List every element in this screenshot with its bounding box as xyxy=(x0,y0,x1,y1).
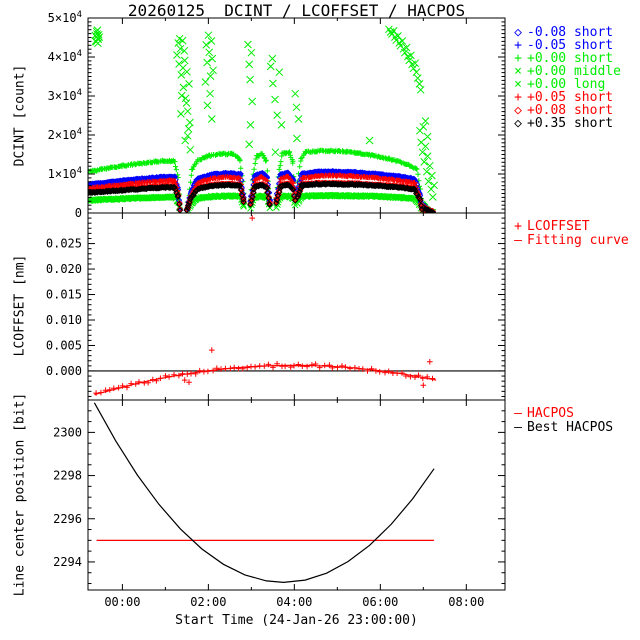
x-tick-label: 08:00 xyxy=(448,595,484,609)
x-tick-label: 02:00 xyxy=(190,595,226,609)
y-tick-label: 2×104 xyxy=(48,127,82,142)
plus-icon: + xyxy=(514,90,522,105)
legend-label: +0.35 short xyxy=(527,116,614,131)
y-tick-label: 0 xyxy=(75,206,82,220)
dcint-axes: 0 1×104 2×104 3×104 4×104 5×104 xyxy=(48,10,506,220)
diamond-icon: ◇ xyxy=(514,116,522,131)
dcint-legend: ◇ -0.08 short + -0.05 short + +0.00 shor… xyxy=(509,26,621,130)
series-best-hacpos xyxy=(93,402,435,584)
lcoffset-legend: + LCOFFSET — Fitting curve xyxy=(509,219,629,247)
diamond-icon: ◇ xyxy=(514,25,522,40)
figure-title: 20260125 DCINT / LCOFFSET / HACPOS xyxy=(127,1,466,20)
series-lcoffset xyxy=(93,215,436,396)
legend-label: Best HACPOS xyxy=(527,419,614,435)
lcoffset-axes: 0.000 0.005 0.010 0.015 0.020 0.025 xyxy=(46,212,506,401)
y-tick-label: 0.020 xyxy=(46,262,82,276)
y-tick-label: 1×104 xyxy=(48,166,82,181)
legend-label: LCOFFSET xyxy=(527,218,590,234)
lcoffset-plot-area xyxy=(88,215,505,396)
legend-label: +0.00 long xyxy=(527,77,606,92)
legend-item: × +0.00 long xyxy=(509,78,621,91)
legend-item: × +0.00 middle xyxy=(509,65,621,78)
legend-item: — HACPOS xyxy=(509,406,613,420)
legend-label: -0.05 short xyxy=(527,38,614,53)
y-tick-label: 0.000 xyxy=(46,364,82,378)
series-0-00-long xyxy=(91,25,438,201)
y-tick-label: 4×104 xyxy=(48,49,82,64)
cross-icon: × xyxy=(514,64,522,79)
series-fitting-curve xyxy=(94,364,437,396)
plus-icon: + xyxy=(514,51,522,66)
series-0-05-short xyxy=(88,172,432,213)
y-tick-label: 5×104 xyxy=(48,10,82,25)
legend-item: ◇ +0.08 short xyxy=(509,104,621,117)
legend-item: ◇ -0.08 short xyxy=(509,26,621,39)
y-tick-label: 0.010 xyxy=(46,313,82,327)
line-icon: — xyxy=(514,232,522,248)
legend-label: +0.00 middle xyxy=(527,64,621,79)
cross-icon: × xyxy=(514,77,522,92)
legend-label: +0.05 short xyxy=(527,90,614,105)
y-tick-label: 0.005 xyxy=(46,338,82,352)
y-tick-label: 2300 xyxy=(53,425,82,439)
y-tick-label: 0.025 xyxy=(46,237,82,251)
lcoffset-axis-title: LCOFFSET [nm] xyxy=(12,254,28,357)
x-tick-label: 06:00 xyxy=(362,595,398,609)
y-tick-label: 2296 xyxy=(53,512,82,526)
hacpos-axis-title: Line center position [bit] xyxy=(12,392,28,597)
hacpos-plot-area xyxy=(93,402,435,584)
legend-item: + +0.00 short xyxy=(509,52,621,65)
legend-item: + -0.05 short xyxy=(509,39,621,52)
legend-label: HACPOS xyxy=(527,405,574,421)
legend-item: + LCOFFSET xyxy=(509,219,629,233)
legend-label: Fitting curve xyxy=(527,232,629,248)
legend-item: ◇ +0.35 short xyxy=(509,117,621,130)
diamond-icon: ◇ xyxy=(514,103,522,118)
legend-item: — Fitting curve xyxy=(509,233,629,247)
legend-label: -0.08 short xyxy=(527,25,614,40)
dcint-axis-title: DCINT [count] xyxy=(12,64,28,167)
x-tick-label: 00:00 xyxy=(104,595,140,609)
legend-label: +0.00 short xyxy=(527,51,614,66)
y-tick-label: 0.015 xyxy=(46,288,82,302)
line-icon: — xyxy=(514,405,522,421)
plus-icon: + xyxy=(514,38,522,53)
series-0-00-middle xyxy=(88,191,437,213)
x-axis-title: Start Time (24-Jan-26 23:00:00) xyxy=(175,613,418,628)
legend-label: +0.08 short xyxy=(527,103,614,118)
plus-icon: + xyxy=(514,218,522,234)
hacpos-legend: — HACPOS — Best HACPOS xyxy=(509,406,613,434)
line-icon: — xyxy=(514,419,522,435)
dcint-plot-area xyxy=(88,25,438,213)
y-tick-label: 2298 xyxy=(53,469,82,483)
legend-item: + +0.05 short xyxy=(509,91,621,104)
legend-item: — Best HACPOS xyxy=(509,420,613,434)
y-tick-label: 3×104 xyxy=(48,88,82,103)
y-tick-label: 2294 xyxy=(53,555,82,569)
hacpos-axes: 00:00 02:00 04:00 06:00 08:00 2294 2296 2298 230… xyxy=(53,399,506,609)
x-tick-label: 04:00 xyxy=(276,595,312,609)
